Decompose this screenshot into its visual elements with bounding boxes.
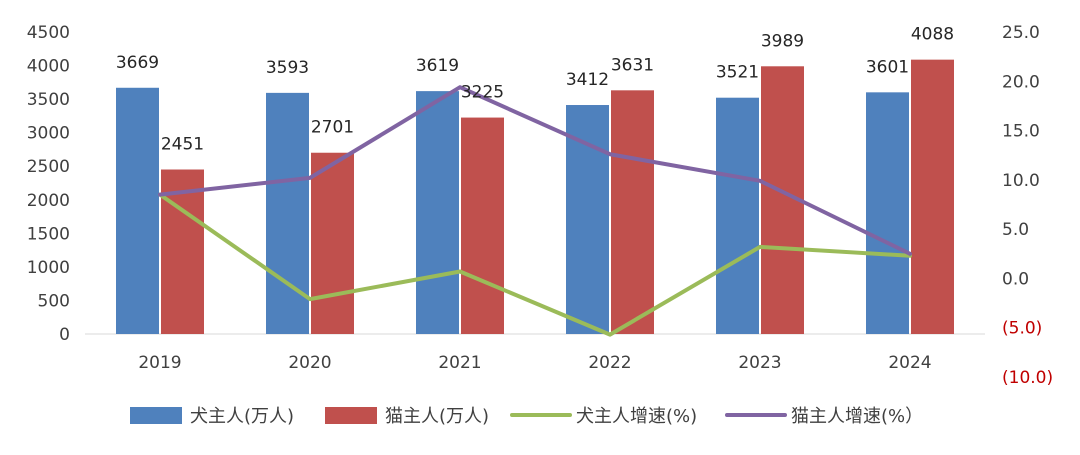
left-axis-tick-label: 3000 xyxy=(27,124,70,144)
cat-owner-data-label: 2701 xyxy=(311,118,354,138)
dog-owner-data-label: 3593 xyxy=(266,58,309,78)
legend-label-0: 犬主人(万人) xyxy=(190,406,294,427)
dog-growth-line xyxy=(158,192,912,337)
right-axis-tick-label: 10.0 xyxy=(1002,171,1040,191)
cat-owner-data-label: 3989 xyxy=(761,31,804,51)
cat-owner-data-label: 3225 xyxy=(461,83,504,103)
legend-swatch-0 xyxy=(130,407,182,424)
cat-owner-bar xyxy=(461,117,504,334)
dog-owner-data-label: 3601 xyxy=(866,57,909,77)
cat-growth-line xyxy=(158,85,912,256)
cat-owner-bar xyxy=(611,90,654,335)
right-axis-tick-label: 25.0 xyxy=(1002,23,1040,43)
cat-owner-data-label: 2451 xyxy=(161,135,204,155)
left-axis-tick-label: 4500 xyxy=(27,23,70,43)
legend-label-3: 猫主人增速(%） xyxy=(791,406,923,427)
right-axis-tick-label: 5.0 xyxy=(1002,220,1029,240)
dog-owner-bar xyxy=(866,92,909,334)
right-axis-tick-label: (10.0) xyxy=(1002,368,1053,388)
left-axis-tick-label: 500 xyxy=(38,291,70,311)
x-axis-tick-label: 2020 xyxy=(288,353,331,373)
cat-owner-data-label: 4088 xyxy=(911,25,954,45)
right-axis-tick-label: 0.0 xyxy=(1002,269,1029,289)
x-axis-tick-label: 2023 xyxy=(738,353,781,373)
cat-owner-bar xyxy=(911,59,954,334)
dog-owner-bar xyxy=(716,97,759,334)
left-axis-tick-label: 2000 xyxy=(27,191,70,211)
left-axis-tick-label: 4000 xyxy=(27,57,70,77)
dog-owner-data-label: 3669 xyxy=(116,53,159,73)
dog-owner-bar xyxy=(116,87,159,334)
x-axis-tick-label: 2019 xyxy=(138,353,181,373)
right-axis-tick-label: (5.0) xyxy=(1002,319,1042,339)
x-axis-tick-label: 2021 xyxy=(438,353,481,373)
right-axis-tick-label: 20.0 xyxy=(1002,72,1040,92)
x-axis-tick-label: 2022 xyxy=(588,353,631,373)
left-axis-tick-label: 0 xyxy=(59,325,70,345)
legend-label-1: 猫主人(万人) xyxy=(385,406,489,427)
right-axis-tick-label: 15.0 xyxy=(1002,122,1040,142)
dog-owner-data-label: 3521 xyxy=(716,63,759,83)
dog-owner-bar xyxy=(266,92,309,334)
left-axis-tick-label: 3500 xyxy=(27,90,70,110)
cat-owner-bar xyxy=(311,152,354,334)
cat-owner-data-label: 3631 xyxy=(611,55,654,75)
left-axis-tick-label: 2500 xyxy=(27,157,70,177)
legend-label-2: 犬主人增速(%) xyxy=(576,406,697,427)
x-axis-tick-label: 2024 xyxy=(888,353,931,373)
dog-owner-data-label: 3619 xyxy=(416,56,459,76)
cat-owner-bar xyxy=(161,169,204,334)
left-axis-tick-label: 1000 xyxy=(27,258,70,278)
dog-owner-data-label: 3412 xyxy=(566,70,609,90)
legend-swatch-1 xyxy=(325,407,377,424)
dog-owner-bar xyxy=(416,91,459,335)
left-axis-tick-label: 1500 xyxy=(27,224,70,244)
